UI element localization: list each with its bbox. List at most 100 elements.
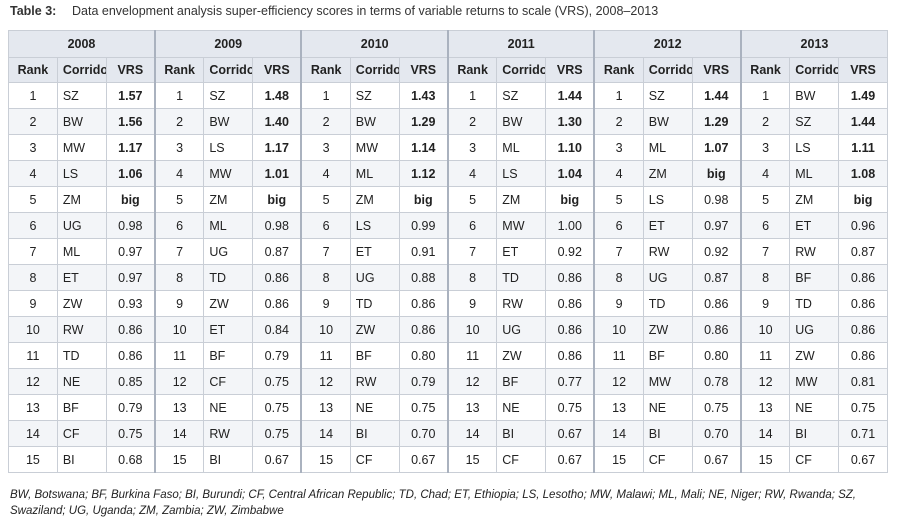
table-cell: 6 — [8, 212, 58, 239]
table-cell: ML — [496, 134, 547, 161]
table-cell: 10 — [446, 316, 498, 343]
year-header: 2010 — [300, 30, 449, 58]
table-cell: 1 — [446, 82, 498, 109]
table-cell: 0.79 — [105, 394, 156, 421]
table-cell: CF — [203, 368, 254, 395]
table-cell: 9 — [300, 290, 351, 317]
table-row: 1 SZ 1.57 1 SZ 1.48 1 SZ 1.43 1 SZ 1.44 1 SZ 1.44 1 BW 1.… — [8, 82, 888, 109]
table-cell: MW — [789, 368, 840, 395]
table-cell: 3 — [446, 134, 498, 161]
table-row: 13 BF 0.79 13 NE 0.75 13 NE 0.75 13 NE 0.75 13 NE 0.75… — [8, 394, 888, 421]
table-cell: 3 — [593, 134, 644, 161]
table-cell: 0.86 — [398, 316, 449, 343]
column-header: VRS — [398, 57, 449, 83]
table-cell: 0.86 — [252, 264, 302, 291]
year-header: 2009 — [153, 30, 302, 58]
table-cell: 1.44 — [691, 82, 742, 109]
table-cell: 0.86 — [838, 290, 888, 317]
column-header: VRS — [252, 57, 302, 83]
table-cell: 7 — [153, 238, 205, 265]
column-header: Corridor — [642, 57, 693, 83]
table-cell: 13 — [739, 394, 791, 421]
table-row: 14 CF 0.75 14 RW 0.75 14 BI 0.70 14 BI 0.67 14 BI 0.70… — [8, 420, 888, 447]
table-cell: 1.48 — [252, 82, 302, 109]
table-cell: 0.86 — [252, 290, 302, 317]
table-cell: BW — [642, 108, 693, 135]
table-cell: 12 — [300, 368, 351, 395]
column-header: Corridor — [496, 57, 547, 83]
table-cell: 0.80 — [398, 342, 449, 369]
table-cell: 0.86 — [545, 290, 595, 317]
table-cell: 2 — [593, 108, 644, 135]
table-row: 2 BW 1.56 2 BW 1.40 2 BW 1.29 2 BW 1.30 2 BW 1.29 2 SZ 1.… — [8, 108, 888, 135]
table-cell: 2 — [446, 108, 498, 135]
table-cell: NE — [642, 394, 693, 421]
table-cell: 14 — [153, 420, 205, 447]
table-cell: 1 — [8, 82, 58, 109]
table-cell: 13 — [446, 394, 498, 421]
table-cell: big — [105, 186, 156, 213]
year-row: 2008 2009 2010 2011 2012 2013 — [7, 30, 888, 58]
table-cell: ZM — [56, 186, 107, 213]
table-cell: 15 — [153, 446, 205, 473]
table-cell: CF — [642, 446, 693, 473]
table-cell: 8 — [446, 264, 498, 291]
table-cell: 0.84 — [252, 316, 302, 343]
table-cell: 0.92 — [545, 238, 595, 265]
table-cell: 0.86 — [545, 316, 595, 343]
table-cell: 11 — [593, 342, 644, 369]
table-cell: 12 — [153, 368, 205, 395]
table-cell: 0.67 — [545, 420, 595, 447]
table-cell: ZM — [789, 186, 840, 213]
table-cell: 1.17 — [105, 134, 156, 161]
table-cell: UG — [349, 264, 400, 291]
table-cell: 0.70 — [691, 420, 742, 447]
table-cell: 0.98 — [105, 212, 156, 239]
table-cell: 9 — [446, 290, 498, 317]
table-cell: 11 — [446, 342, 498, 369]
table-cell: BI — [203, 446, 254, 473]
table-cell: UG — [642, 264, 693, 291]
table-cell: 0.75 — [105, 420, 156, 447]
table-cell: 1.01 — [252, 160, 302, 187]
table-cell: 0.67 — [691, 446, 742, 473]
column-header: Rank — [300, 57, 351, 83]
table-cell: 0.86 — [105, 342, 156, 369]
table-cell: 6 — [446, 212, 498, 239]
table-cell: 5 — [593, 186, 644, 213]
table-cell: 4 — [739, 160, 791, 187]
table-cell: 9 — [593, 290, 644, 317]
table-cell: TD — [789, 290, 840, 317]
table-row: 3 MW 1.17 3 LS 1.17 3 MW 1.14 3 ML 1.10 3 ML 1.07 3 LS 1.… — [8, 134, 888, 161]
table-cell: 9 — [8, 290, 58, 317]
table-row: 7 ML 0.97 7 UG 0.87 7 ET 0.91 7 ET 0.92 7 RW 0.92 7 RW 0.… — [8, 238, 888, 265]
table-cell: 0.98 — [252, 212, 302, 239]
table-cell: 0.79 — [398, 368, 449, 395]
table-cell: 0.86 — [838, 316, 888, 343]
table-cell: 13 — [593, 394, 644, 421]
table-cell: 13 — [300, 394, 351, 421]
table-cell: 0.86 — [398, 290, 449, 317]
table-cell: 15 — [8, 446, 58, 473]
table-cell: ZW — [203, 290, 254, 317]
table-row: 8 ET 0.97 8 TD 0.86 8 UG 0.88 8 TD 0.86 8 UG 0.87 8 BF 0.… — [8, 264, 888, 291]
table-cell: ZW — [789, 342, 840, 369]
table-cell: 14 — [739, 420, 791, 447]
table-cell: ML — [56, 238, 107, 265]
table-cell: 7 — [739, 238, 791, 265]
table-cell: 0.88 — [398, 264, 449, 291]
table-cell: 15 — [739, 446, 791, 473]
table-cell: BI — [349, 420, 400, 447]
table-cell: 0.97 — [105, 238, 156, 265]
table-cell: 1.49 — [838, 82, 888, 109]
table-cell: big — [691, 160, 742, 187]
table-cell: 7 — [593, 238, 644, 265]
table-cell: 1.12 — [398, 160, 449, 187]
table-cell: 13 — [8, 394, 58, 421]
caption-label: Table 3: — [10, 4, 57, 18]
table-cell: 8 — [153, 264, 205, 291]
table-row: 12 NE 0.85 12 CF 0.75 12 RW 0.79 12 BF 0.77 12 MW 0.78… — [8, 368, 888, 395]
table-cell: UG — [203, 238, 254, 265]
table-cell: 0.86 — [691, 290, 742, 317]
